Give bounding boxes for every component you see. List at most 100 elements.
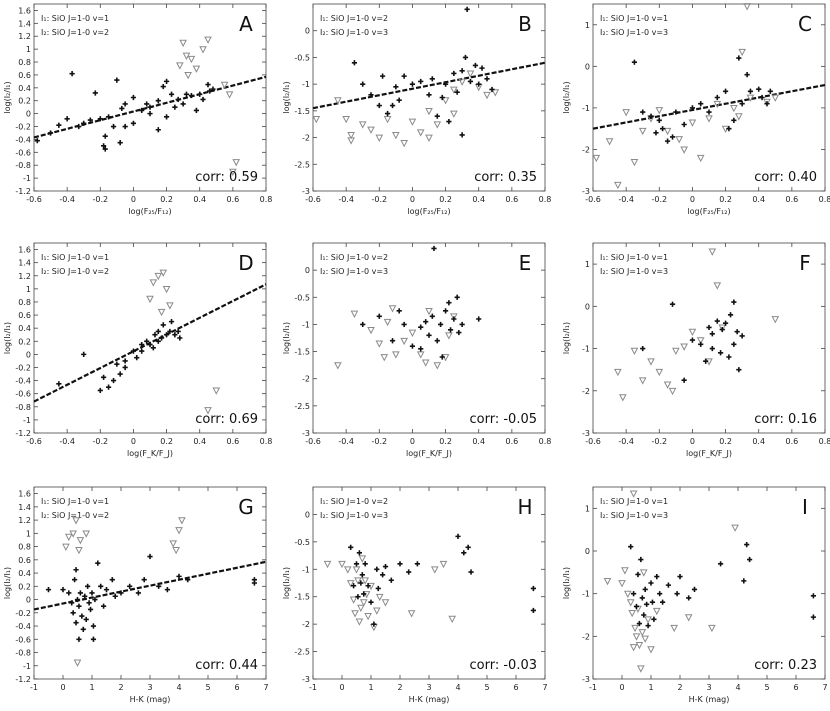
correlation-value: corr: 0.23 [754,658,817,673]
filled-cross-point [368,599,374,605]
filled-cross-point [139,341,145,348]
open-triangle-point [146,295,154,304]
open-triangle-point [157,308,166,317]
y-tick-label: -1 [302,320,310,329]
filled-cross-point [642,586,648,592]
correlation-value: corr: 0.59 [195,170,258,185]
open-triangle-point [342,115,350,124]
x-tick-label: 4 [176,683,181,692]
y-tick-label: -3 [582,429,590,438]
panel-c: -0.6 -0.4 -0.2 0 0.2 0.4 0.6 0.8 -3 -2 -1 0 1 log(F₂₅… [562,3,830,216]
y-tick-label: -1 [23,662,31,671]
x-axis-label: log(F_K/F_J) [406,449,452,458]
open-triangle-point [458,78,466,86]
y-tick-label: 0 [26,596,31,605]
filled-cross-point [689,105,696,111]
filled-cross-point [45,587,52,593]
filled-cross-point [112,593,118,599]
open-triangle-point [175,527,183,535]
y-tick-label: -3 [302,429,310,438]
filled-cross-point [648,113,654,119]
filled-cross-point [426,92,432,98]
y-tick-label: 1 [585,504,590,513]
x-tick-label: 3 [147,683,152,692]
open-triangle-point [483,91,491,100]
x-tick-label: 0.6 [785,195,798,204]
y-tick-label: -0.5 [294,293,310,302]
y-tick-label: 1 [585,21,590,30]
filled-cross-point [74,596,81,603]
open-triangle-point [334,362,342,370]
panel-h: -1 0 1 2 3 4 5 6 7 -3 -2.5 -2 -1.5 -1 -0.5 0 H-K (mag) lo… [282,486,548,704]
open-triangle-point [352,566,361,574]
open-triangle-point [388,305,397,313]
open-triangle-point [73,659,82,667]
x-tick-label: -0.4 [618,437,634,446]
x-tick-label: 0.4 [193,437,206,446]
x-tick-label: -0.2 [92,437,108,446]
x-tick-label: 0.2 [719,437,732,446]
x-tick-label: 0.8 [819,437,830,446]
filled-cross-point [446,300,452,306]
filled-cross-point [459,321,465,328]
filled-cross-point [177,335,183,341]
x-tick-label: 0.2 [160,195,173,204]
filled-cross-point [135,590,141,596]
panel-label: H [517,495,532,519]
plot-frame [592,3,826,192]
filled-cross-point [139,107,145,113]
open-triangle-point [603,577,612,586]
x-tick-label: -0.4 [338,437,354,446]
open-triangle-point [638,127,647,136]
y-tick-label: -1.5 [294,593,310,602]
filled-cross-point [409,343,416,349]
legend-entry: I₁: SiO J=1-0 v=1 [41,497,109,506]
filled-cross-point [207,88,213,94]
open-triangle-point [688,119,697,127]
filled-cross-point [155,338,161,344]
open-triangle-point [75,546,83,555]
filled-cross-point [703,358,709,364]
open-triangle-point [663,127,672,136]
filled-cross-point [81,120,87,126]
panel-g: -1 0 1 2 3 4 5 6 7-1.2-1-0.8-0.6-0.4-0.200.20.40… [3,486,269,704]
y-tick-label: -0.5 [294,53,310,62]
open-triangle-point [433,121,442,129]
open-triangle-point [629,490,638,498]
open-triangle-point [400,140,408,148]
filled-cross-point [691,586,698,592]
open-triangle-point [346,580,355,588]
filled-cross-point [439,94,445,101]
correlation-value: corr: 0.40 [754,170,817,185]
y-tick-label: 1.2 [18,32,31,41]
x-tick-label: 0 [410,195,415,204]
open-triangle-point [212,387,221,395]
x-tick-label: 0.4 [193,195,206,204]
filled-cross-point [360,321,366,328]
filled-cross-point [418,78,424,85]
filled-cross-point [731,117,737,123]
x-tick-label: 0.2 [439,195,452,204]
y-tick-label: -3 [582,187,590,196]
open-triangle-point [372,607,381,615]
filled-cross-point [653,130,659,136]
open-triangle-point [450,86,458,94]
x-tick-label: -1 [309,683,317,692]
open-triangle-point [351,610,359,618]
filled-cross-point [141,577,147,583]
x-tick-label: 0 [131,437,136,446]
y-tick-label: 0.4 [18,324,31,333]
open-triangle-point [439,560,448,569]
filled-cross-point [197,91,203,97]
filled-cross-point [72,577,78,583]
y-tick-label: 0.4 [18,84,31,93]
filled-cross-point [155,127,161,133]
filled-cross-point [147,341,153,348]
y-tick-label: -0.5 [294,538,310,547]
filled-cross-point [175,96,181,103]
filled-cross-point [465,544,471,550]
filled-cross-point [644,601,650,607]
x-tick-label: 7 [822,683,827,692]
filled-cross-point [376,313,382,319]
filled-cross-point [739,101,745,107]
